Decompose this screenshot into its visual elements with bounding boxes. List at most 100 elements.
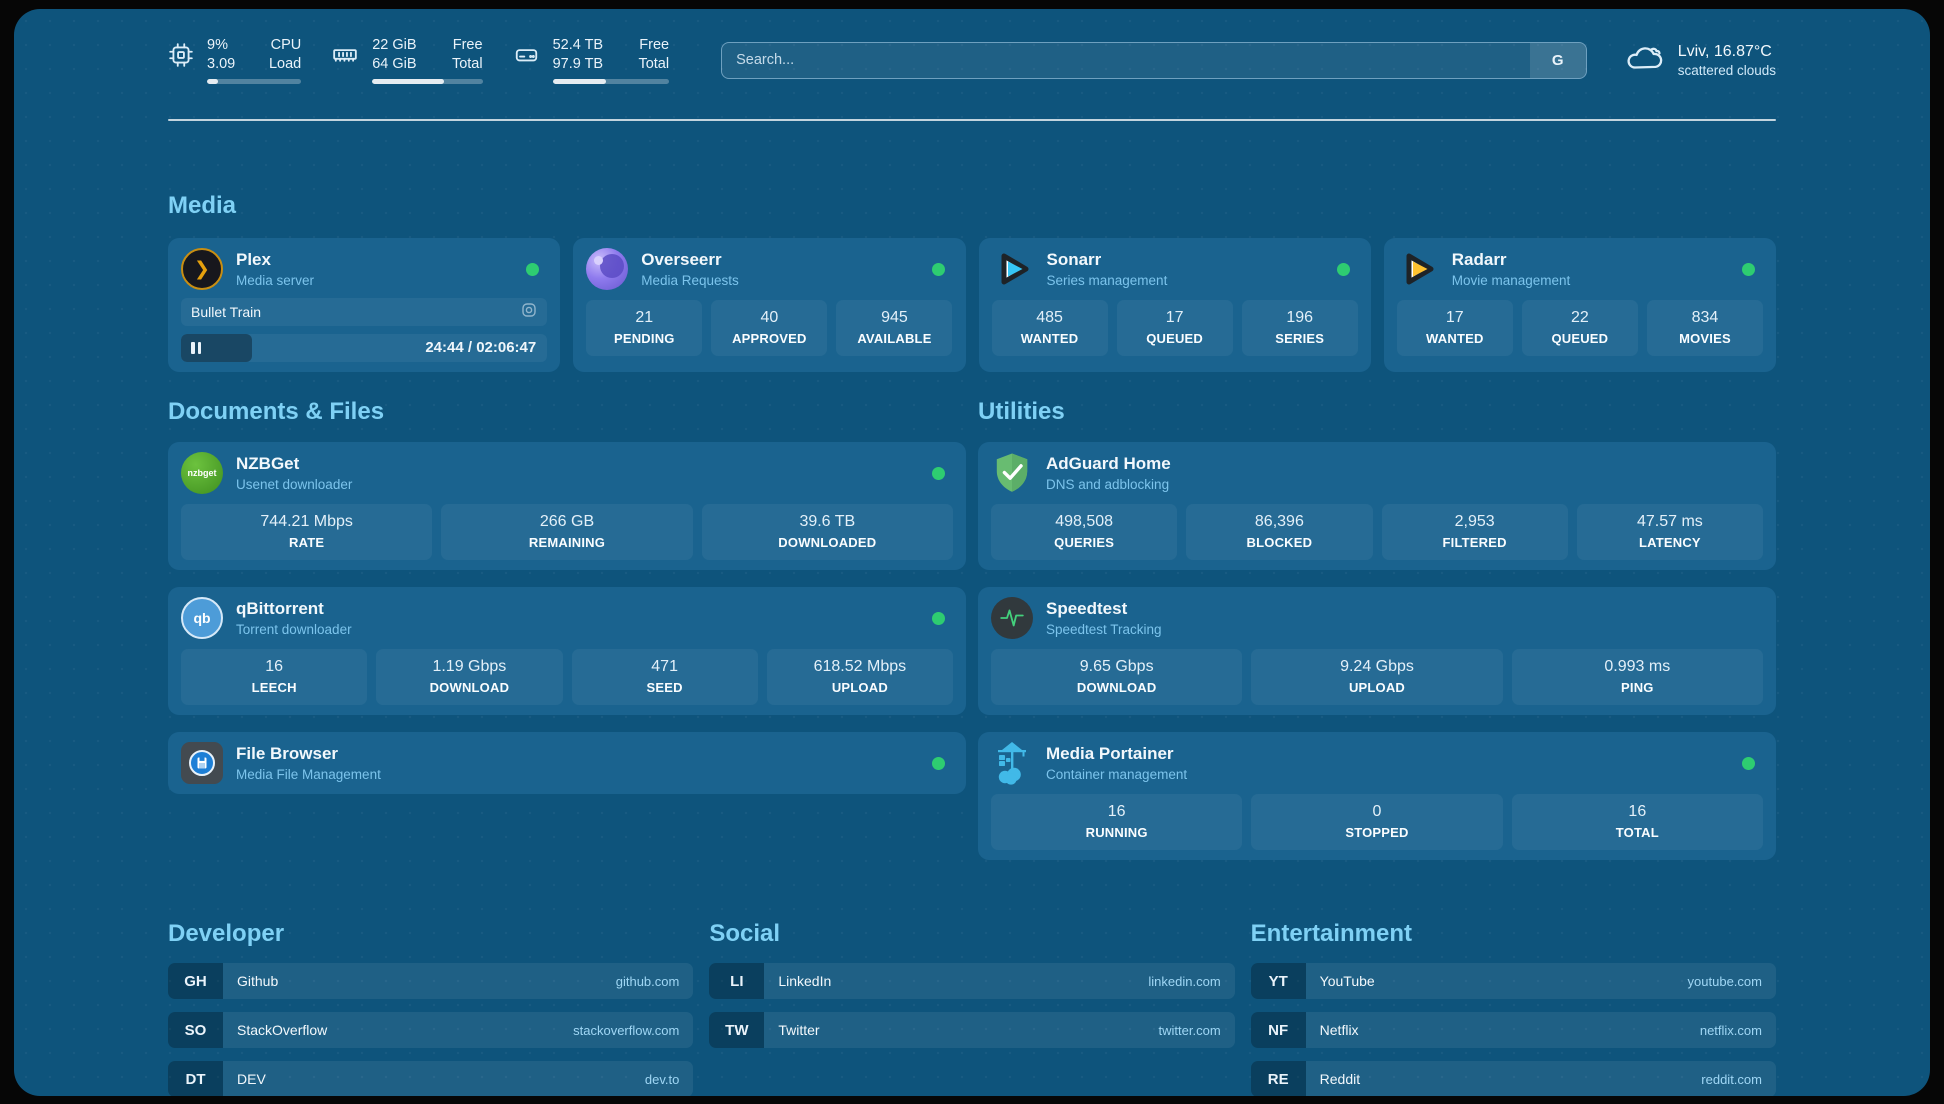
- bookmark-abbr: SO: [168, 1012, 223, 1049]
- stat-value: 0.993 ms: [1604, 658, 1671, 676]
- service-title: Radarr: [1451, 250, 1507, 270]
- stat-label: PENDING: [613, 331, 675, 347]
- service-title: NZBGet: [236, 454, 300, 474]
- bookmark-dev[interactable]: DT DEV dev.to: [168, 1061, 694, 1096]
- bookmark-github[interactable]: GH Github github.com: [168, 963, 694, 1000]
- stat-label: WANTED: [1020, 331, 1079, 347]
- stat-value: 485: [1036, 309, 1063, 327]
- stat-value: 16: [265, 658, 284, 676]
- stat-tile: 39.6 TB DOWNLOADED: [701, 504, 953, 561]
- status-dot: [932, 756, 945, 770]
- stat-tile: 471 SEED: [571, 649, 758, 706]
- service-card-portainer[interactable]: Media Portainer Container management 16 …: [978, 732, 1776, 861]
- service-card-filebrowser[interactable]: File Browser Media File Management: [168, 732, 966, 795]
- stat-value: 744.21 Mbps: [260, 513, 353, 531]
- pause-icon[interactable]: [191, 342, 201, 355]
- ram-widget: 22 GiB 64 GiB Free Total: [331, 36, 483, 85]
- stat-tile: 17 QUEUED: [1116, 300, 1233, 357]
- stat-label: LATENCY: [1638, 535, 1701, 551]
- search-bar: G: [721, 41, 1587, 79]
- nzbget-icon: nzbget: [181, 452, 223, 495]
- cpu-progress-track: [207, 79, 302, 85]
- service-title: AdGuard Home: [1046, 454, 1171, 474]
- service-subtitle: Series management: [1046, 273, 1168, 289]
- service-title: File Browser: [236, 744, 339, 764]
- service-card-plex[interactable]: ❯ Plex Media server Bullet Train: [168, 238, 561, 373]
- stat-tile: 266 GB REMAINING: [441, 504, 693, 561]
- stat-label: QUEUED: [1146, 331, 1204, 347]
- ram-free-label: Free: [452, 37, 483, 53]
- service-title: Sonarr: [1046, 250, 1102, 270]
- service-subtitle: Speedtest Tracking: [1046, 622, 1162, 638]
- service-card-radarr[interactable]: Radarr Movie management 17 WANTED 22 QUE…: [1383, 238, 1776, 373]
- service-card-sonarr[interactable]: Sonarr Series management 485 WANTED 17 Q…: [978, 238, 1371, 373]
- stat-tile: 0.993 ms PING: [1511, 649, 1763, 706]
- stat-label: LEECH: [251, 680, 297, 696]
- bookmark-reddit[interactable]: RE Reddit reddit.com: [1250, 1061, 1776, 1096]
- bookmark-youtube[interactable]: YT YouTube youtube.com: [1250, 963, 1776, 1000]
- stat-tile: 0 STOPPED: [1251, 794, 1503, 851]
- stat-value: 40: [760, 309, 779, 327]
- topbar-separator: [168, 119, 1776, 122]
- service-card-overseerr[interactable]: Overseerr Media Requests 21 PENDING 40 A…: [573, 238, 966, 373]
- bookmark-twitter[interactable]: TW Twitter twitter.com: [709, 1012, 1235, 1049]
- status-dot: [932, 466, 945, 480]
- bookmark-netflix[interactable]: NF Netflix netflix.com: [1250, 1012, 1776, 1049]
- stat-label: DOWNLOAD: [429, 680, 510, 696]
- service-title: qBittorrent: [236, 599, 324, 619]
- bookmark-url: linkedin.com: [1148, 973, 1221, 989]
- stat-tile: 1.19 Gbps DOWNLOAD: [376, 649, 563, 706]
- status-dot: [1742, 756, 1755, 770]
- stat-label: STOPPED: [1345, 825, 1409, 841]
- bookmark-group-social: Social LI LinkedIn linkedin.com TW Twitt…: [709, 920, 1235, 1096]
- bookmark-url: stackoverflow.com: [573, 1022, 680, 1038]
- bookmark-group-developer: Developer GH Github github.com SO StackO…: [168, 920, 694, 1096]
- weather-condition: scattered clouds: [1677, 63, 1776, 79]
- service-card-qbittorrent[interactable]: qb qBittorrent Torrent downloader 16 LEE…: [168, 587, 966, 716]
- stat-label: QUEUED: [1551, 331, 1609, 347]
- stat-label: RUNNING: [1085, 825, 1148, 841]
- disk-total-label: Total: [638, 56, 670, 73]
- sonarr-icon: [992, 248, 1034, 290]
- stat-value: 16: [1107, 803, 1126, 821]
- service-subtitle: DNS and adblocking: [1046, 477, 1170, 493]
- service-title: Overseerr: [641, 250, 722, 270]
- stat-tile: 744.21 Mbps RATE: [181, 504, 433, 561]
- bookmark-linkedin[interactable]: LI LinkedIn linkedin.com: [709, 963, 1235, 1000]
- service-subtitle: Media Requests: [641, 273, 739, 289]
- stat-value: 16: [1628, 803, 1647, 821]
- stat-tile: 16 TOTAL: [1511, 794, 1763, 851]
- bookmark-url: youtube.com: [1687, 973, 1762, 989]
- overseerr-icon: [586, 248, 629, 291]
- search-input[interactable]: [721, 41, 1587, 79]
- service-card-speedtest[interactable]: Speedtest Speedtest Tracking 9.65 Gbps D…: [978, 587, 1776, 716]
- bookmark-name: StackOverflow: [237, 1022, 328, 1039]
- stat-tile: 196 SERIES: [1241, 300, 1358, 357]
- service-card-nzbget[interactable]: nzbget NZBGet Usenet downloader 744.21 M…: [168, 442, 966, 571]
- stat-value: 86,396: [1254, 513, 1304, 531]
- radarr-icon: [1397, 248, 1439, 290]
- top-bar: 9% 3.09 CPU Load: [168, 36, 1776, 85]
- bookmark-group-entertainment: Entertainment YT YouTube youtube.com NF …: [1250, 920, 1776, 1096]
- filebrowser-icon: [181, 742, 223, 785]
- stat-tile: 47.57 ms LATENCY: [1576, 504, 1763, 561]
- stat-label: REMAINING: [528, 535, 606, 551]
- bookmark-name: Reddit: [1319, 1071, 1361, 1088]
- now-playing-row: Bullet Train: [181, 298, 548, 327]
- bookmark-name: Twitter: [778, 1022, 820, 1039]
- session-view-icon[interactable]: [521, 302, 537, 323]
- stat-label: BLOCKED: [1246, 535, 1313, 551]
- status-dot: [931, 262, 945, 276]
- stat-label: SEED: [646, 680, 683, 696]
- bookmark-stackoverflow[interactable]: SO StackOverflow stackoverflow.com: [168, 1012, 694, 1049]
- status-dot: [1742, 262, 1755, 276]
- stat-value: 196: [1286, 309, 1314, 327]
- ram-total-label: Total: [451, 56, 483, 73]
- service-subtitle: Media File Management: [236, 767, 381, 783]
- stat-label: RATE: [289, 535, 325, 551]
- search-engine-button[interactable]: G: [1529, 42, 1586, 78]
- stat-value: 834: [1691, 309, 1719, 327]
- disk-widget: 52.4 TB 97.9 TB Free Total: [513, 36, 670, 85]
- service-card-adguard[interactable]: AdGuard Home DNS and adblocking 498,508 …: [978, 442, 1776, 571]
- adguard-icon: [991, 452, 1033, 494]
